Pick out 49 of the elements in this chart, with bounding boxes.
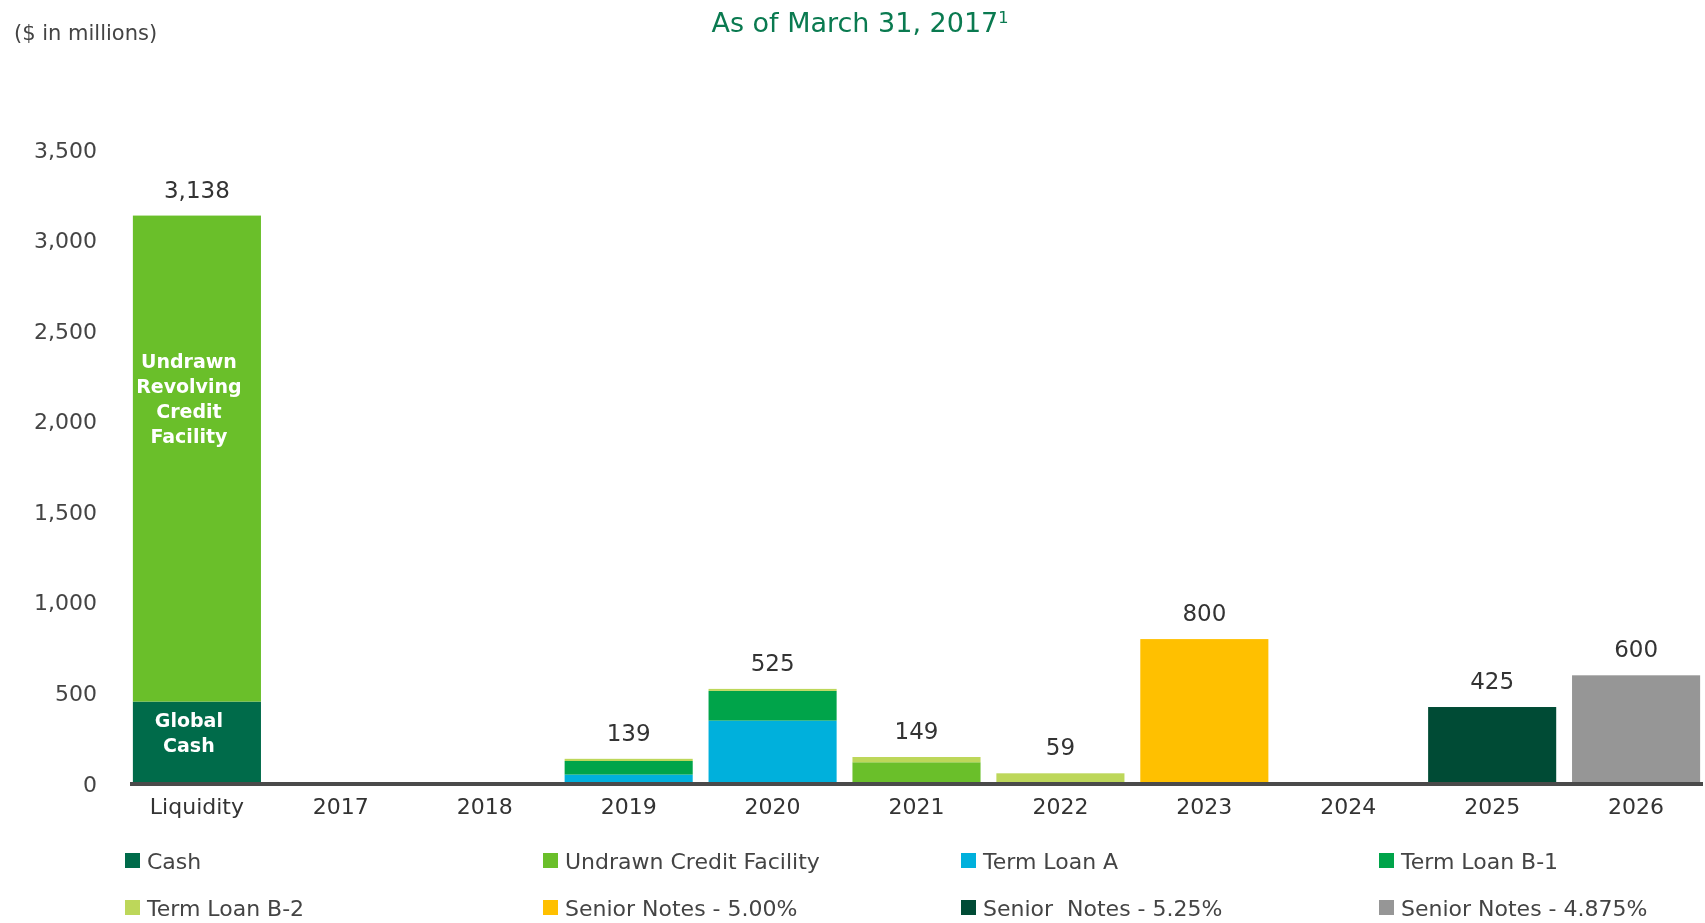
total-label: 139 bbox=[606, 719, 651, 746]
bar bbox=[1140, 639, 1269, 784]
annotation: Undrawn Revolving Credit Facility bbox=[136, 350, 242, 448]
x-tick-label: 2024 bbox=[1320, 793, 1377, 819]
x-tick-label: 2020 bbox=[744, 793, 801, 819]
legend-label: Term Loan A bbox=[982, 849, 1119, 874]
x-tick-label: 2018 bbox=[456, 793, 513, 819]
legend-label: Senior Notes - 5.00% bbox=[565, 896, 798, 921]
legend-label: Undrawn Credit Facility bbox=[565, 849, 820, 874]
x-tick-label: 2023 bbox=[1176, 793, 1233, 819]
bar bbox=[132, 215, 261, 702]
y-tick-label: 2,000 bbox=[34, 409, 97, 435]
bar bbox=[1428, 707, 1557, 784]
y-tick-label: 2,500 bbox=[34, 318, 97, 344]
bar bbox=[564, 761, 693, 775]
bar bbox=[852, 757, 981, 763]
y-tick-label: 3,500 bbox=[34, 137, 97, 163]
total-label: 149 bbox=[894, 718, 939, 745]
y-tick-label: 1,500 bbox=[34, 499, 97, 525]
x-tick-label: 2019 bbox=[600, 793, 657, 819]
legend-label: Cash bbox=[147, 849, 202, 874]
bar bbox=[564, 758, 693, 761]
x-tick-label: 2017 bbox=[312, 793, 369, 819]
x-tick-label: 2025 bbox=[1464, 793, 1521, 819]
total-label: 3,138 bbox=[163, 176, 230, 203]
y-axis-title: ($ in millions) bbox=[14, 21, 158, 45]
y-tick-label: 3,000 bbox=[34, 228, 97, 254]
x-tick-label: 2022 bbox=[1032, 793, 1089, 819]
bar bbox=[708, 690, 837, 721]
y-tick-label: 500 bbox=[55, 680, 97, 706]
x-tick-label: 2026 bbox=[1608, 793, 1665, 819]
bar bbox=[852, 762, 981, 784]
total-label: 600 bbox=[1614, 636, 1659, 663]
annotation: Global Cash bbox=[154, 709, 223, 757]
x-tick-label: 2021 bbox=[888, 793, 945, 819]
total-label: 525 bbox=[750, 649, 795, 676]
bar bbox=[1572, 675, 1701, 784]
total-label: 425 bbox=[1470, 668, 1515, 695]
total-label: 800 bbox=[1182, 600, 1227, 627]
total-label: 59 bbox=[1045, 734, 1076, 761]
legend-label: Senior Notes - 4.875% bbox=[1401, 896, 1648, 921]
y-tick-label: 0 bbox=[83, 771, 97, 797]
bar bbox=[708, 720, 837, 784]
x-tick-label: Liquidity bbox=[149, 793, 244, 819]
legend-label: Term Loan B-2 bbox=[146, 896, 305, 921]
y-tick-label: 1,000 bbox=[34, 590, 97, 616]
legend-label: Senior Notes - 5.25% bbox=[983, 896, 1223, 921]
legend-label: Term Loan B-1 bbox=[1400, 849, 1559, 874]
chart-title: As of March 31, 2017$^{1}$ bbox=[711, 7, 1009, 38]
